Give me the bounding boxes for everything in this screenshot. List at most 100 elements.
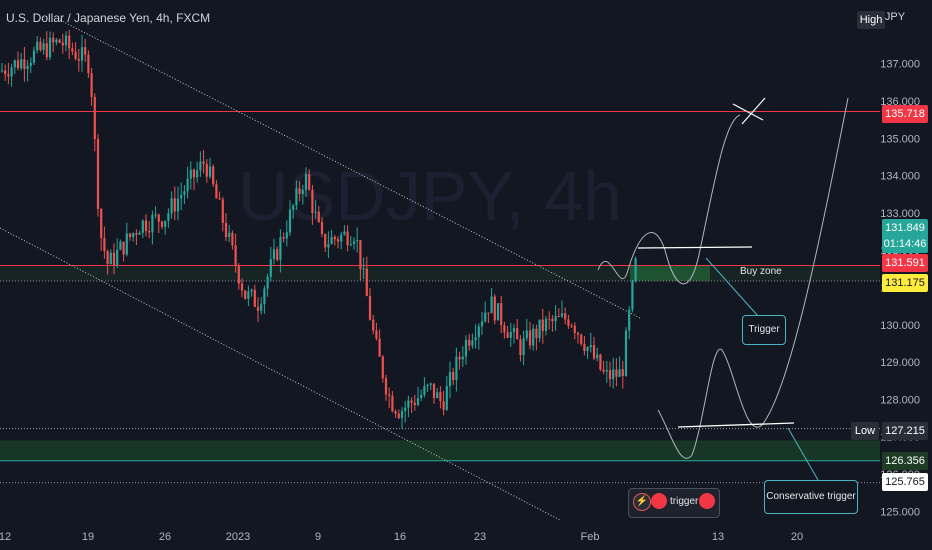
candle <box>144 214 148 237</box>
candle <box>455 347 458 392</box>
candle <box>164 220 167 235</box>
candle <box>541 308 544 344</box>
candle <box>116 238 119 269</box>
candle <box>260 297 263 315</box>
candle <box>36 35 39 54</box>
conservative-trigger-callout[interactable]: Conservative trigger <box>764 480 858 514</box>
lower-channel-line[interactable] <box>0 227 561 521</box>
candle-series <box>0 29 637 429</box>
candle <box>74 41 77 61</box>
candle <box>452 368 455 386</box>
candle <box>112 243 116 275</box>
candle <box>282 232 285 243</box>
candle <box>58 38 61 44</box>
candle <box>55 37 58 46</box>
candle <box>628 305 631 340</box>
candle <box>42 38 45 55</box>
time-tick-label: 12 <box>0 531 11 543</box>
candle <box>314 199 317 219</box>
time-tick-label: 20 <box>791 531 803 543</box>
candle <box>32 46 36 66</box>
high-level-price-tag: 135.718 <box>882 105 928 123</box>
target-cross-line-b[interactable] <box>741 97 766 125</box>
candle <box>224 213 228 242</box>
time-tick-label: 2023 <box>226 531 250 543</box>
lower-level-price-tag: 125.765 <box>882 473 928 491</box>
candle <box>599 353 602 372</box>
channel-lines[interactable] <box>0 19 641 521</box>
price-tick-label: 129.000 <box>880 357 920 369</box>
upper-channel-line[interactable] <box>59 19 641 319</box>
candle <box>205 159 208 183</box>
time-tick-label: 26 <box>159 531 171 543</box>
candle <box>285 220 288 247</box>
candle <box>605 360 608 383</box>
target-cross-line-a[interactable] <box>732 103 764 121</box>
projection-path-2[interactable] <box>657 97 849 459</box>
candle <box>490 288 493 314</box>
candle <box>202 149 205 174</box>
candle <box>167 208 170 228</box>
time-tick-label: 13 <box>712 531 724 543</box>
candle <box>544 315 548 336</box>
lightning-icon[interactable]: ⚡ <box>633 493 651 511</box>
candle <box>0 63 4 73</box>
candle <box>119 239 122 251</box>
candle <box>516 318 519 340</box>
candle <box>109 249 112 265</box>
candle <box>458 351 461 370</box>
candle <box>256 297 260 322</box>
candle <box>631 279 634 313</box>
candle <box>349 235 352 247</box>
time-axis[interactable]: 12 19 26 2023 9 16 23 Feb 13 20 <box>0 531 803 543</box>
trigger-callout[interactable]: Trigger <box>742 315 786 345</box>
projection-drawings[interactable] <box>597 97 849 481</box>
candle <box>420 389 423 401</box>
candle <box>567 314 570 329</box>
candle <box>436 387 439 399</box>
candle <box>160 220 164 230</box>
candle <box>564 307 567 325</box>
trigger-line[interactable] <box>637 246 753 249</box>
candle <box>106 249 109 275</box>
candle <box>551 315 554 332</box>
candle <box>122 241 125 262</box>
us-flag-icon-2[interactable] <box>699 493 715 509</box>
price-tick-label: 125.000 <box>880 506 920 518</box>
candle <box>304 167 308 197</box>
candle <box>189 161 192 190</box>
trigger-pointer <box>705 257 759 317</box>
time-tick-label: 19 <box>82 531 94 543</box>
time-tick-label: Feb <box>581 531 600 543</box>
candle <box>292 203 295 219</box>
candle <box>506 325 509 339</box>
candle <box>432 383 436 404</box>
projection-path-1[interactable] <box>597 114 741 285</box>
candle <box>327 231 330 259</box>
candle <box>560 300 564 319</box>
candle <box>512 324 516 344</box>
candle <box>311 184 314 225</box>
economic-events-box[interactable]: ⚡ trigger <box>628 488 720 518</box>
candle <box>474 324 477 349</box>
candle <box>23 47 26 82</box>
candle <box>4 64 7 81</box>
conservative-trigger-line[interactable] <box>677 422 795 428</box>
candle <box>87 50 90 78</box>
candle <box>429 382 432 391</box>
candle <box>324 233 327 252</box>
candle <box>269 246 272 282</box>
candle <box>266 273 269 297</box>
support-zone-rect[interactable] <box>0 440 880 461</box>
candle <box>64 31 68 52</box>
candle <box>208 157 212 179</box>
candle <box>487 312 490 323</box>
us-flag-icon[interactable] <box>651 493 667 509</box>
candle <box>522 330 525 366</box>
candle <box>608 361 612 387</box>
symbol-watermark: USDJPY, 4h <box>238 157 622 235</box>
candle <box>26 60 29 82</box>
candle <box>391 391 394 413</box>
candle <box>71 42 74 56</box>
